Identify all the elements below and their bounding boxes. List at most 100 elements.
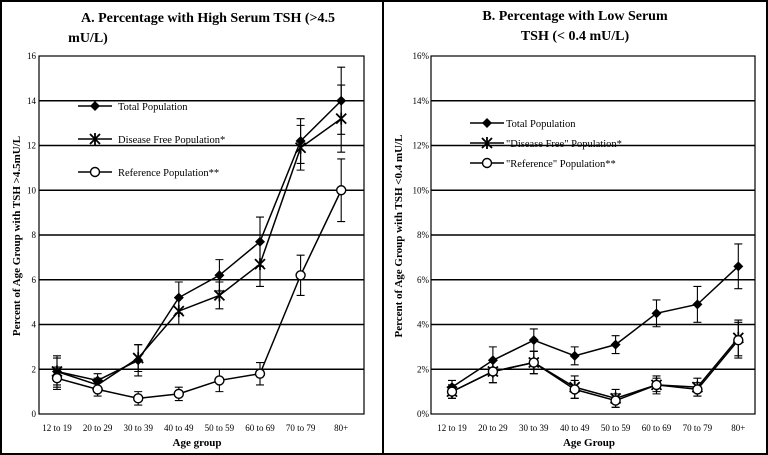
panel-b-data-point: [651, 379, 662, 391]
panel-a-data-point: [213, 289, 226, 302]
panel-a-y-tick-label: 0: [32, 409, 37, 419]
panel-a-legend-entry: Total Population: [78, 101, 188, 113]
panel-b-data-point: [733, 334, 744, 346]
panel-b-x-axis-label: Age Group: [563, 437, 615, 449]
panel-a-title-line2: mU/L): [68, 31, 108, 46]
panel-b-legend-marker: [482, 118, 492, 128]
panel-b-data-point: [446, 386, 458, 397]
panel-a-x-tick-label: 50 to 59: [205, 423, 235, 433]
panel-a-legend-entry: Disease Free Population*: [78, 133, 225, 146]
panel-a-y-tick-label: 10: [27, 185, 37, 195]
panel-b-x-tick-label: 20 to 29: [478, 423, 508, 433]
panel-b-legend-label: "Reference" Population**: [506, 159, 616, 170]
panel-b-x-tick-label: 60 to 69: [642, 423, 672, 433]
panel-b-data-point: [528, 335, 539, 346]
panel-b-data-point: [651, 308, 662, 319]
panel-a-series-diamond: [52, 66, 347, 388]
panel-b-x-tick-label: 50 to 59: [601, 423, 631, 433]
panel-b-x-tick-label: 70 to 79: [683, 423, 713, 433]
panel-a-y-tick-label: 12: [27, 141, 36, 151]
panel-b-x-tick-label: 80+: [731, 423, 745, 433]
panel-a-data-point: [173, 388, 185, 400]
panel-a-x-tick-label: 20 to 29: [83, 423, 113, 433]
panel-a-y-tick-label: 16: [27, 51, 37, 61]
panel-a-data-point: [132, 393, 144, 404]
panel-a-legend-label: Reference Population**: [118, 168, 219, 179]
panel-b-data-point: [733, 261, 744, 272]
panel-a-y-tick-label: 2: [32, 364, 37, 374]
panel-a-series-line: [56, 118, 342, 386]
panel-a-data-point: [214, 270, 225, 281]
panel-a-series-line: [56, 189, 342, 400]
panel-b-legend-marker: [481, 137, 493, 149]
panel-a-data-point: [254, 368, 266, 379]
panel-b-series-line: [451, 265, 739, 388]
panel-b-title: B. Percentage with Low Serum: [482, 9, 668, 24]
panel-a-x-tick-label: 40 to 49: [164, 423, 194, 433]
panel-a-series-asterisk: [51, 84, 347, 393]
panel-a-y-tick-label: 14: [27, 96, 37, 106]
panel-a-x-tick-label: 30 to 39: [123, 423, 153, 433]
panel-b-y-axis-label: Percent of Age Group with TSH <0.4 mU/L: [393, 134, 405, 337]
panel-a-x-tick-label: 12 to 19: [42, 423, 72, 433]
panel-b-legend-label: Total Population: [506, 119, 576, 130]
panel-a-y-tick-label: 6: [32, 275, 37, 285]
panel-a-legend-marker: [90, 101, 100, 111]
panel-b-data-point: [610, 339, 621, 350]
panel-b-y-tick-label: 8%: [417, 230, 430, 240]
panel-a-legend-marker: [89, 133, 101, 145]
panel-a-legend-entry: Reference Population**: [78, 166, 219, 179]
panel-a-series-circle: [51, 158, 347, 406]
panel-b-y-tick-label: 16%: [413, 51, 430, 61]
panel-b-legend-entry: "Reference" Population**: [470, 157, 616, 170]
panel-a-y-axis-label: Percent of Age Group with TSH >4.5mU/L: [11, 136, 23, 336]
panel-a-title: A. Percentage with High Serum TSH (>4.5: [81, 11, 335, 26]
panel-b-data-point: [569, 384, 580, 395]
panel-b-legend-entry: Total Population: [470, 118, 576, 130]
panel-b-y-tick-label: 6%: [417, 275, 430, 285]
panel-a-data-point: [173, 305, 185, 318]
panel-b-x-tick-label: 40 to 49: [560, 423, 590, 433]
panel-a-data-point: [294, 141, 307, 154]
panel-a-data-point: [295, 270, 306, 281]
panel-b-x-tick-label: 12 to 19: [437, 423, 467, 433]
panel-a-x-axis-label: Age group: [173, 437, 222, 449]
panel-b-y-tick-label: 12%: [413, 141, 430, 151]
panel-b-data-point: [569, 350, 580, 361]
panel-b-series-circle: [446, 321, 744, 408]
panel-a-legend-label: Total Population: [118, 102, 188, 113]
panel-b-data-point: [692, 299, 703, 310]
panel-a-data-point: [254, 258, 266, 271]
panel-a-x-tick-label: 70 to 79: [286, 423, 316, 433]
panel-a-data-point: [132, 352, 144, 365]
panel-b-x-tick-label: 30 to 39: [519, 423, 549, 433]
panel-a-series-line: [56, 100, 342, 382]
panel-a-data-point: [51, 373, 63, 384]
panel-b-y-tick-label: 0%: [417, 409, 430, 419]
panel-a-y-tick-label: 8: [32, 230, 37, 240]
panel-a-data-point: [335, 112, 347, 125]
panel-a-y-tick-label: 4: [32, 320, 37, 330]
panel-a-x-tick-label: 80+: [334, 423, 348, 433]
panel-b-legend-marker: [481, 157, 493, 169]
panel-b-data-point: [610, 395, 621, 406]
panel-b-title-line2: TSH (< 0.4 mU/L): [521, 29, 630, 44]
panel-b-data-point: [487, 366, 499, 377]
panel-a-legend-label: Disease Free Population*: [118, 135, 225, 146]
panel-b-data-point: [692, 384, 703, 395]
panel-a-data-point: [92, 384, 103, 395]
panel-a-data-point: [336, 185, 347, 196]
panel-b-y-tick-label: 10%: [413, 185, 430, 195]
panel-a-legend-marker: [89, 166, 101, 178]
panel-b-data-point: [528, 357, 539, 368]
panel-b-legend-label: "Disease Free" Population*: [506, 139, 622, 150]
panel-divider: [382, 0, 384, 455]
panel-b-series-line: [451, 339, 739, 402]
panel-b-y-tick-label: 4%: [417, 320, 430, 330]
panel-b-legend-entry: "Disease Free" Population*: [470, 137, 622, 150]
panel-a-data-point: [214, 375, 225, 386]
panel-a-plot: 0 2 4 6 8 10 12 14 16 12 to 19 20 to 29 30 to 39 40 …: [27, 51, 365, 433]
panel-b-y-tick-label: 2%: [417, 364, 430, 374]
